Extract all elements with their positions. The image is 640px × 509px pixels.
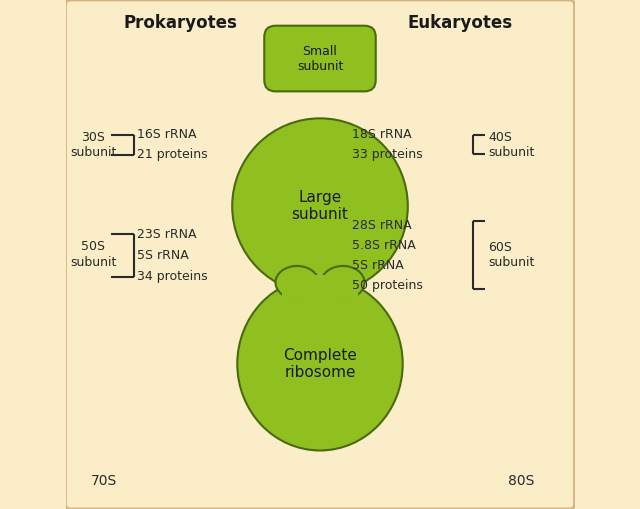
Text: 23S rRNA: 23S rRNA bbox=[137, 228, 196, 241]
Ellipse shape bbox=[275, 266, 319, 299]
Text: 16S rRNA: 16S rRNA bbox=[137, 128, 196, 142]
Text: 30S
subunit: 30S subunit bbox=[70, 131, 116, 159]
Ellipse shape bbox=[321, 266, 365, 299]
FancyBboxPatch shape bbox=[282, 275, 358, 300]
Text: 34 proteins: 34 proteins bbox=[137, 270, 207, 284]
Text: Prokaryotes: Prokaryotes bbox=[123, 14, 237, 32]
FancyBboxPatch shape bbox=[264, 26, 376, 92]
Text: 28S rRNA: 28S rRNA bbox=[351, 219, 411, 232]
Text: Large
subunit: Large subunit bbox=[292, 190, 348, 222]
Text: Complete
ribosome: Complete ribosome bbox=[283, 348, 357, 380]
Text: 40S
subunit: 40S subunit bbox=[488, 130, 534, 159]
Text: 60S
subunit: 60S subunit bbox=[488, 241, 534, 269]
Text: Eukaryotes: Eukaryotes bbox=[408, 14, 513, 32]
Text: 33 proteins: 33 proteins bbox=[351, 148, 422, 161]
Ellipse shape bbox=[232, 119, 408, 294]
Text: 50 proteins: 50 proteins bbox=[351, 278, 422, 292]
Text: 18S rRNA: 18S rRNA bbox=[351, 128, 411, 142]
Text: 5.8S rRNA: 5.8S rRNA bbox=[351, 239, 415, 252]
Ellipse shape bbox=[237, 277, 403, 450]
Text: Small
subunit: Small subunit bbox=[297, 44, 343, 73]
Text: 50S
subunit: 50S subunit bbox=[70, 240, 116, 269]
Text: 70S: 70S bbox=[90, 474, 116, 488]
Text: 5S rRNA: 5S rRNA bbox=[137, 249, 189, 262]
Text: 80S: 80S bbox=[508, 474, 534, 488]
Text: 21 proteins: 21 proteins bbox=[137, 148, 207, 161]
Text: 5S rRNA: 5S rRNA bbox=[351, 259, 403, 272]
FancyBboxPatch shape bbox=[65, 0, 575, 509]
